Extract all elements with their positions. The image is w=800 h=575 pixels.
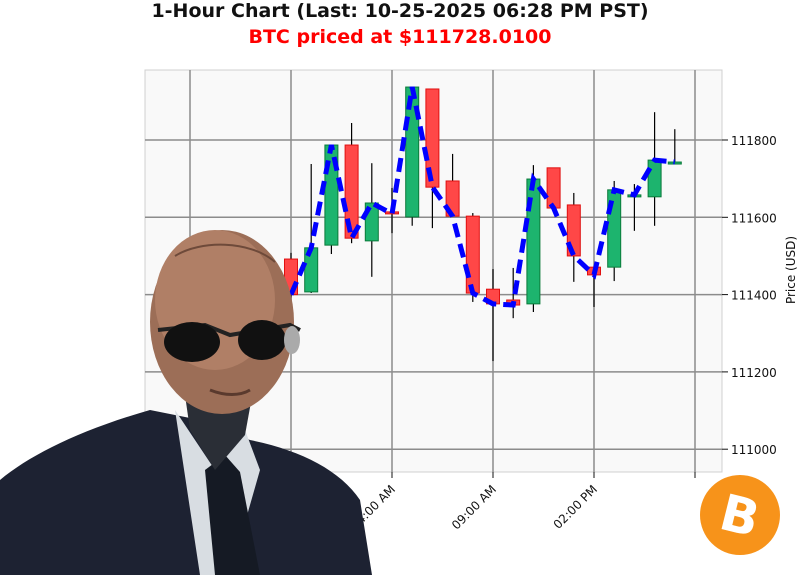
y-tick-label: 111200 bbox=[731, 366, 777, 380]
y-tick-label: 111800 bbox=[731, 134, 777, 148]
candle-body bbox=[425, 88, 440, 188]
candle bbox=[425, 88, 440, 229]
price-subtitle: BTC priced at $111728.0100 bbox=[248, 26, 552, 48]
candle bbox=[607, 180, 622, 282]
candle bbox=[344, 122, 359, 244]
chart-title: 1-Hour Chart (Last: 10-25-2025 06:28 PM … bbox=[151, 0, 649, 22]
x-tick-label: 02:00 PM bbox=[551, 482, 600, 531]
bitcoin-logo-icon: B bbox=[700, 475, 780, 555]
agent-figure-illustration bbox=[0, 230, 372, 575]
candle-body bbox=[546, 167, 561, 209]
y-tick-label: 111000 bbox=[731, 443, 777, 457]
candle-body bbox=[465, 215, 480, 294]
y-tick-label: 111600 bbox=[731, 211, 777, 225]
candle-body bbox=[667, 161, 682, 165]
y-tick-label: 111400 bbox=[731, 289, 777, 303]
price-line bbox=[288, 86, 676, 308]
candle-body bbox=[344, 144, 359, 239]
y-axis-label: Price (USD) bbox=[784, 236, 798, 304]
candle-body bbox=[647, 159, 662, 198]
x-tick-label: 09:00 AM bbox=[449, 482, 499, 532]
